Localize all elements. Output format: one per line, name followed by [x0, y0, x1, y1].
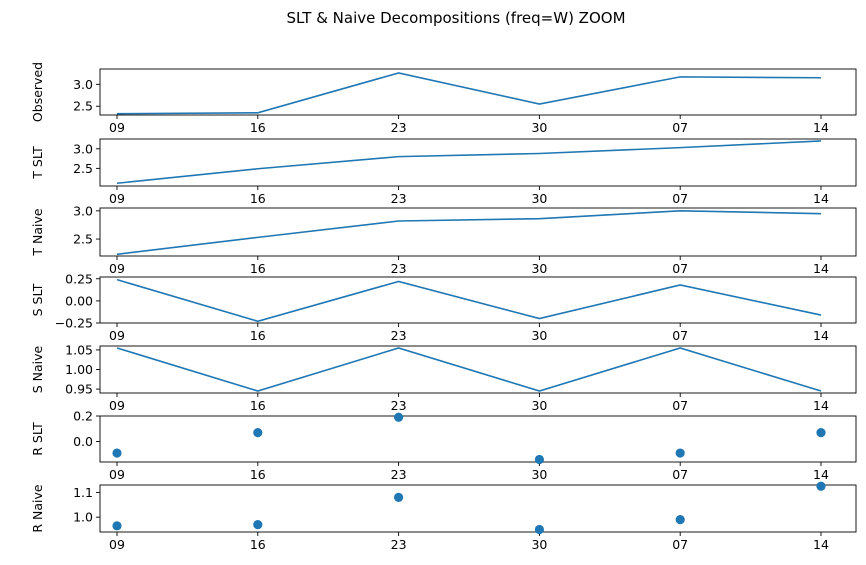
x-tick-label: 23	[391, 328, 407, 343]
y-axis-label: T SLT	[30, 146, 45, 180]
x-tick-label: 14	[813, 191, 829, 206]
subplot-5: 0.95 1.00 1.05 09 16 23 30 07 14 S Naive	[30, 342, 857, 413]
x-tick-label: 14	[813, 328, 829, 343]
x-tick-label: 30	[531, 398, 547, 413]
x-tick-label: 16	[250, 261, 266, 276]
subplot-panels: 2.5 3.0 09 16 23 30 07 14 Observed 2.5 3.0 09 16 23 30…	[30, 62, 857, 552]
axes-frame	[99, 484, 857, 533]
x-tick-label: 09	[109, 191, 125, 206]
x-tick-label: 09	[109, 467, 125, 482]
x-tick-label: 30	[531, 261, 547, 276]
x-tick-label: 07	[672, 467, 688, 482]
subplot-7: 1.0 1.1 09 16 23 30 07 14 R Naive	[30, 481, 857, 552]
x-tick-label: 16	[250, 537, 266, 552]
y-axis-label: T Naive	[30, 208, 45, 256]
axes-frame	[99, 276, 857, 324]
y-tick-label: 2.5	[73, 99, 93, 114]
y-axis-label: R Naive	[30, 484, 45, 533]
scatter-point	[816, 428, 826, 438]
x-tick-label: 30	[531, 537, 547, 552]
y-tick-label: 0.2	[73, 409, 93, 424]
figure-title: SLT & Naive Decompositions (freq=W) ZOOM	[286, 9, 625, 27]
series-line	[116, 210, 822, 256]
series-line	[116, 347, 822, 392]
x-tick-label: 07	[672, 398, 688, 413]
y-tick-label: 3.0	[73, 203, 93, 218]
x-tick-label: 09	[109, 261, 125, 276]
x-tick-label: 09	[109, 328, 125, 343]
axes-frame	[99, 415, 857, 463]
scatter-point	[534, 454, 545, 465]
y-tick-label: 0.25	[65, 271, 93, 286]
y-axis-label: S SLT	[30, 283, 45, 316]
x-tick-label: 30	[531, 328, 547, 343]
y-tick-label: 3.0	[73, 141, 93, 156]
y-tick-label: −0.25	[55, 316, 93, 331]
scatter-point	[394, 492, 404, 502]
y-tick-label: 1.0	[73, 510, 93, 525]
scatter-point	[816, 481, 826, 491]
x-tick-label: 23	[391, 398, 407, 413]
series-line	[116, 72, 822, 115]
subplot-6: 0.0 0.2 09 16 23 30 07 14 R SLT	[30, 409, 857, 482]
y-tick-label: 2.5	[73, 232, 93, 247]
x-tick-label: 23	[391, 467, 407, 482]
x-tick-label: 30	[531, 467, 547, 482]
axes-frame	[99, 207, 857, 257]
axes-frame	[99, 345, 857, 394]
y-tick-label: 0.0	[73, 434, 93, 449]
x-tick-label: 16	[250, 120, 266, 135]
x-tick-label: 09	[109, 537, 125, 552]
axes-frame	[99, 138, 857, 187]
axes-frame	[99, 68, 857, 116]
y-tick-label: 2.5	[73, 161, 93, 176]
x-tick-label: 07	[672, 120, 688, 135]
scatter-point	[675, 515, 685, 525]
x-tick-label: 16	[250, 191, 266, 206]
x-tick-label: 14	[813, 537, 829, 552]
x-tick-label: 14	[813, 398, 829, 413]
y-axis-label: Observed	[30, 62, 45, 122]
x-tick-label: 07	[672, 191, 688, 206]
y-tick-label: 0.95	[65, 382, 93, 397]
subplot-3: 2.5 3.0 09 16 23 30 07 14 T Naive	[30, 203, 857, 276]
x-tick-label: 23	[391, 191, 407, 206]
x-tick-label: 09	[109, 120, 125, 135]
x-tick-label: 09	[109, 398, 125, 413]
series-line	[116, 140, 822, 185]
x-tick-label: 16	[250, 398, 266, 413]
y-tick-label: 1.1	[73, 485, 93, 500]
x-tick-label: 07	[672, 537, 688, 552]
scatter-point	[394, 412, 404, 422]
subplot-4: −0.25 0.00 0.25 09 16 23 30 07 14 S SLT	[30, 271, 857, 343]
y-axis-label: R SLT	[30, 422, 45, 456]
x-tick-label: 07	[672, 261, 688, 276]
x-tick-label: 30	[531, 191, 547, 206]
x-tick-label: 14	[813, 120, 829, 135]
scatter-point	[112, 448, 122, 458]
y-tick-label: 0.00	[65, 293, 93, 308]
subplot-1: 2.5 3.0 09 16 23 30 07 14 Observed	[30, 62, 857, 135]
x-tick-label: 23	[391, 537, 407, 552]
x-tick-label: 23	[391, 261, 407, 276]
x-tick-label: 16	[250, 328, 266, 343]
y-tick-label: 1.05	[65, 342, 93, 357]
y-tick-label: 1.00	[65, 362, 93, 377]
scatter-point	[112, 521, 122, 531]
x-tick-label: 07	[672, 328, 688, 343]
scatter-point	[534, 524, 545, 535]
x-tick-label: 30	[531, 120, 547, 135]
y-tick-label: 3.0	[73, 77, 93, 92]
x-tick-label: 14	[813, 261, 829, 276]
series-line	[116, 278, 822, 323]
x-tick-label: 14	[813, 467, 829, 482]
subplot-2: 2.5 3.0 09 16 23 30 07 14 T SLT	[30, 138, 857, 206]
y-axis-label: S Naive	[30, 345, 45, 393]
x-tick-label: 23	[391, 120, 407, 135]
scatter-point	[675, 448, 685, 458]
scatter-point	[253, 428, 263, 438]
x-tick-label: 16	[250, 467, 266, 482]
scatter-point	[253, 519, 263, 530]
